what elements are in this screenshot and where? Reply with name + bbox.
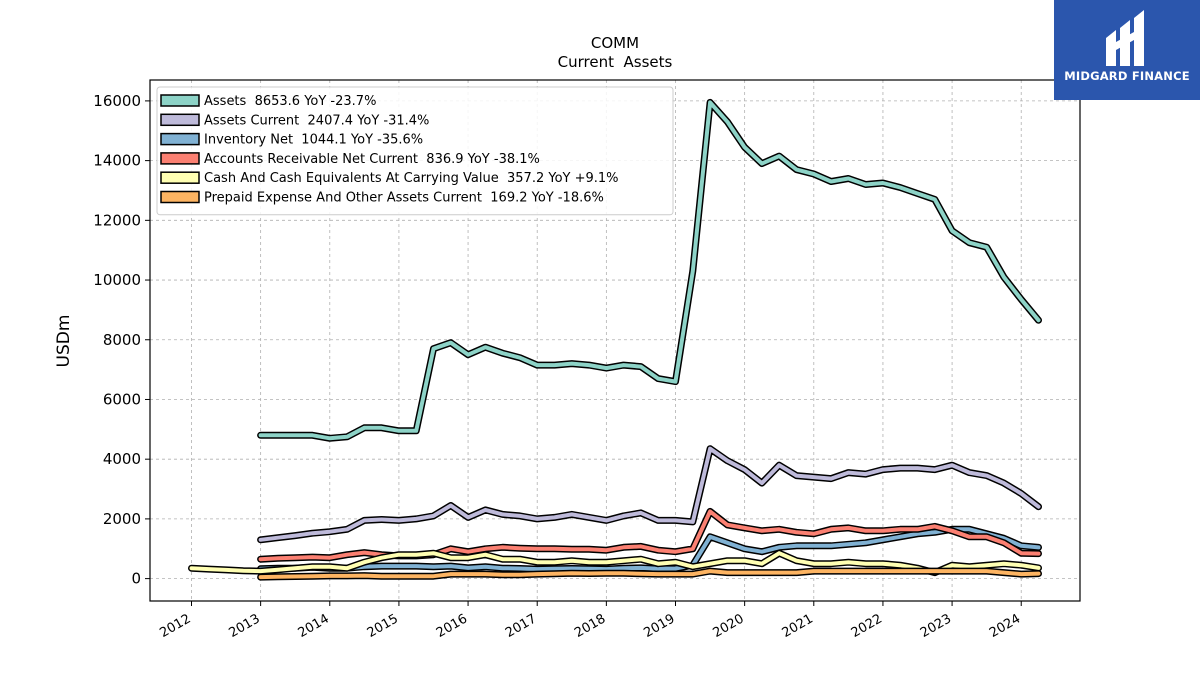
x-tick-label: 2014 [296, 611, 332, 641]
y-tick-label: 14000 [93, 152, 141, 170]
series-line-2 [258, 527, 1041, 572]
x-tick-label: 2019 [641, 611, 677, 641]
chart-title: COMM [591, 34, 639, 52]
legend: Assets 8653.6 YoY -23.7% Assets Current 2… [156, 86, 674, 216]
legend-swatch [160, 152, 200, 165]
legend-entry: Assets 8653.6 YoY -23.7% [204, 94, 376, 109]
x-tick-label: 2022 [849, 611, 885, 641]
y-tick-label: 8000 [103, 331, 141, 349]
chart-subtitle: Current Assets [558, 53, 673, 71]
legend-entry: Cash And Cash Equivalents At Carrying Va… [204, 171, 619, 186]
x-tick-label: 2018 [572, 611, 608, 641]
legend-swatch [160, 190, 200, 204]
x-tick-label: 2017 [503, 611, 539, 641]
series-line-0 [258, 100, 1041, 441]
series-lines [188, 98, 1042, 581]
y-tick-label: 10000 [93, 271, 141, 289]
legend-box [156, 86, 674, 216]
y-tick-label: 16000 [93, 92, 141, 110]
plot-frame [149, 79, 1081, 602]
series-line-5 [258, 569, 1041, 580]
legend-entry: Accounts Receivable Net Current 836.9 Yo… [204, 152, 540, 167]
x-tick-label: 2023 [918, 611, 954, 641]
series-line-4 [189, 551, 1041, 575]
x-tick-label: 2020 [710, 611, 746, 641]
x-tick-label: 2012 [157, 611, 193, 641]
y-tick-label: 0 [131, 570, 141, 588]
y-tick-label: 4000 [103, 450, 141, 468]
x-tick-label: 2021 [780, 611, 816, 641]
legend-entry: Prepaid Expense And Other Assets Current… [204, 191, 604, 206]
legend-swatch [160, 113, 200, 127]
x-tick-label: 2015 [365, 611, 401, 641]
x-tick-label: 2024 [987, 611, 1023, 641]
x-tick-label: 2013 [226, 611, 262, 641]
brand-name: MIDGARD FINANCE [1064, 69, 1190, 83]
legend-entry: Assets Current 2407.4 YoY -31.4% [204, 113, 429, 128]
legend-swatch [160, 171, 200, 184]
series-line-1 [258, 446, 1041, 542]
x-tick-label: 2016 [434, 611, 470, 641]
y-tick-label: 2000 [103, 510, 141, 528]
brand-mark-icon [1106, 10, 1144, 66]
legend-swatch [160, 94, 200, 107]
y-tick-label: 6000 [103, 390, 141, 408]
legend-swatch [160, 132, 200, 146]
y-tick-label: 12000 [93, 211, 141, 229]
brand-logo: MIDGARD FINANCE [1054, 0, 1200, 100]
legend-entry: Inventory Net 1044.1 YoY -35.6% [204, 133, 423, 148]
y-axis-label: USDm [54, 315, 74, 368]
